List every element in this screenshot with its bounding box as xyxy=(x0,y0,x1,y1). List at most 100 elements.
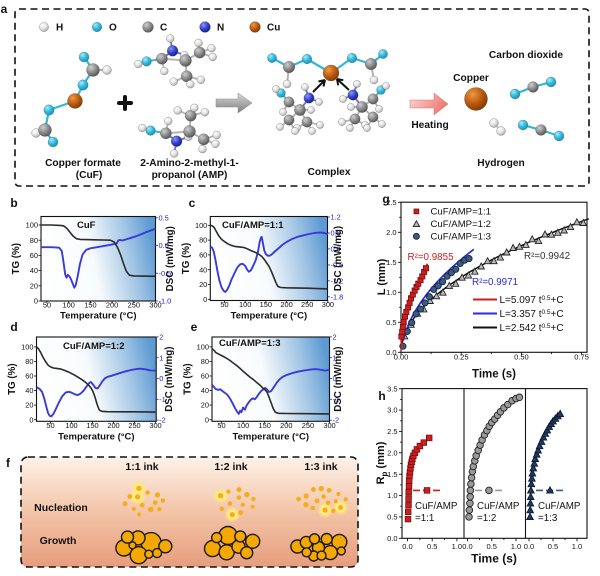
svg-text:CuF/AMP: CuF/AMP xyxy=(477,501,520,512)
svg-text:1.0: 1.0 xyxy=(387,491,397,500)
svg-text:a: a xyxy=(1,2,8,16)
svg-text:50: 50 xyxy=(43,301,51,310)
svg-text:CuF/AMP=1:1: CuF/AMP=1:1 xyxy=(222,220,284,231)
svg-text:-1.8: -1.8 xyxy=(331,292,344,301)
svg-text:60: 60 xyxy=(30,251,38,260)
svg-text:1.2: 1.2 xyxy=(331,213,341,222)
svg-text:0.0: 0.0 xyxy=(402,542,412,551)
svg-text:150: 150 xyxy=(260,300,272,309)
svg-text:1:2 ink: 1:2 ink xyxy=(214,461,247,473)
svg-text:0.5: 0.5 xyxy=(387,513,397,522)
svg-text:CuF/AMP=1:3: CuF/AMP=1:3 xyxy=(431,232,492,243)
svg-text:g: g xyxy=(382,192,389,206)
svg-text:250: 250 xyxy=(302,421,314,430)
svg-text:20: 20 xyxy=(199,280,207,289)
svg-text:150: 150 xyxy=(84,301,96,310)
svg-text:0.5: 0.5 xyxy=(427,542,437,551)
svg-text:300: 300 xyxy=(149,421,161,430)
svg-text:2: 2 xyxy=(333,333,337,342)
svg-text:2-Amino-2-methyl-1-: 2-Amino-2-methyl-1- xyxy=(140,158,239,169)
svg-text:Rp (mm): Rp (mm) xyxy=(375,441,389,484)
svg-text:-1.0: -1.0 xyxy=(159,297,172,306)
svg-text:Complex: Complex xyxy=(307,167,350,178)
svg-text:250: 250 xyxy=(128,301,140,310)
svg-text:250: 250 xyxy=(128,421,140,430)
svg-text:Copper formate: Copper formate xyxy=(45,158,121,169)
svg-text:d: d xyxy=(10,320,17,334)
svg-text:80: 80 xyxy=(201,357,209,366)
svg-text:=1:1: =1:1 xyxy=(415,513,434,524)
svg-text:-0.5: -0.5 xyxy=(159,269,172,278)
svg-text:1.0: 1.0 xyxy=(572,542,582,551)
svg-text:300: 300 xyxy=(322,300,334,309)
svg-text:0.00: 0.00 xyxy=(394,353,409,362)
svg-text:1.5: 1.5 xyxy=(386,258,396,267)
svg-text:200: 200 xyxy=(106,301,118,310)
svg-text:100: 100 xyxy=(21,343,33,352)
svg-text:0: 0 xyxy=(29,415,33,424)
svg-text:50: 50 xyxy=(217,421,225,430)
svg-text:Copper: Copper xyxy=(453,73,489,84)
svg-text:100: 100 xyxy=(63,301,75,310)
svg-text:R²=0.9855: R²=0.9855 xyxy=(408,252,455,263)
svg-text:0: 0 xyxy=(333,374,337,383)
svg-text:80: 80 xyxy=(25,357,33,366)
svg-text:2.0: 2.0 xyxy=(387,448,397,457)
svg-text:0.0: 0.0 xyxy=(159,241,169,250)
svg-text:0.0: 0.0 xyxy=(331,245,341,254)
svg-text:TG (%): TG (%) xyxy=(183,363,194,395)
svg-text:CuF/AMP=1:2: CuF/AMP=1:2 xyxy=(63,341,125,352)
svg-text:1.5: 1.5 xyxy=(387,470,397,479)
svg-text:2.5: 2.5 xyxy=(387,427,397,436)
svg-text:DSC (mW/mg): DSC (mW/mg) xyxy=(333,346,344,411)
svg-text:CuF/AMP=1:3: CuF/AMP=1:3 xyxy=(219,338,281,349)
svg-text:300: 300 xyxy=(149,301,161,310)
svg-text:L=5.097 t0.5+C: L=5.097 t0.5+C xyxy=(500,294,564,306)
svg-text:-0.6: -0.6 xyxy=(331,260,344,269)
svg-text:20: 20 xyxy=(201,401,209,410)
svg-text:b: b xyxy=(10,196,17,210)
svg-text:0: 0 xyxy=(34,297,38,306)
svg-text:=1:2: =1:2 xyxy=(477,513,496,524)
svg-text:1: 1 xyxy=(159,353,163,362)
svg-text:CuF/AMP: CuF/AMP xyxy=(538,501,581,512)
svg-text:-1.2: -1.2 xyxy=(331,276,344,285)
svg-text:e: e xyxy=(191,320,198,334)
svg-text:Growth: Growth xyxy=(40,535,77,547)
svg-text:50: 50 xyxy=(46,421,54,430)
svg-text:40: 40 xyxy=(201,386,209,395)
svg-text:L (mm): L (mm) xyxy=(376,258,388,295)
svg-text:DSC (mW/mg): DSC (mW/mg) xyxy=(164,346,175,411)
svg-text:Temperature (°C): Temperature (°C) xyxy=(231,311,307,322)
svg-text:R²=0.9942: R²=0.9942 xyxy=(524,251,570,262)
svg-text:1.0: 1.0 xyxy=(452,542,462,551)
svg-text:0.0: 0.0 xyxy=(462,542,472,551)
svg-text:0.0: 0.0 xyxy=(387,534,397,543)
svg-text:80: 80 xyxy=(30,236,38,245)
svg-text:150: 150 xyxy=(86,421,98,430)
svg-text:TG (%): TG (%) xyxy=(7,363,18,395)
svg-text:40: 40 xyxy=(30,266,38,275)
svg-text:100: 100 xyxy=(195,221,207,230)
svg-text:40: 40 xyxy=(25,386,33,395)
svg-text:2.0: 2.0 xyxy=(386,228,396,237)
svg-text:-1: -1 xyxy=(159,395,166,404)
svg-text:2.5: 2.5 xyxy=(386,198,396,207)
svg-text:O: O xyxy=(109,23,117,34)
svg-text:CuF/AMP=1:2: CuF/AMP=1:2 xyxy=(431,219,492,230)
svg-text:0.75: 0.75 xyxy=(574,353,589,362)
svg-text:Nucleation: Nucleation xyxy=(34,502,88,514)
svg-text:200: 200 xyxy=(280,300,292,309)
svg-text:150: 150 xyxy=(259,421,271,430)
svg-text:CuF/AMP: CuF/AMP xyxy=(415,501,458,512)
svg-text:Temperature (°C): Temperature (°C) xyxy=(58,432,134,443)
svg-text:Time (s): Time (s) xyxy=(471,552,517,566)
svg-text:Cu: Cu xyxy=(267,23,280,34)
svg-text:0.0: 0.0 xyxy=(386,348,396,357)
svg-text:L=3.357 t0.5+C: L=3.357 t0.5+C xyxy=(500,308,564,320)
svg-text:20: 20 xyxy=(25,401,33,410)
svg-text:40: 40 xyxy=(199,265,207,274)
svg-text:propanol (AMP): propanol (AMP) xyxy=(152,170,228,181)
svg-text:200: 200 xyxy=(107,421,119,430)
svg-text:0: 0 xyxy=(203,295,207,304)
